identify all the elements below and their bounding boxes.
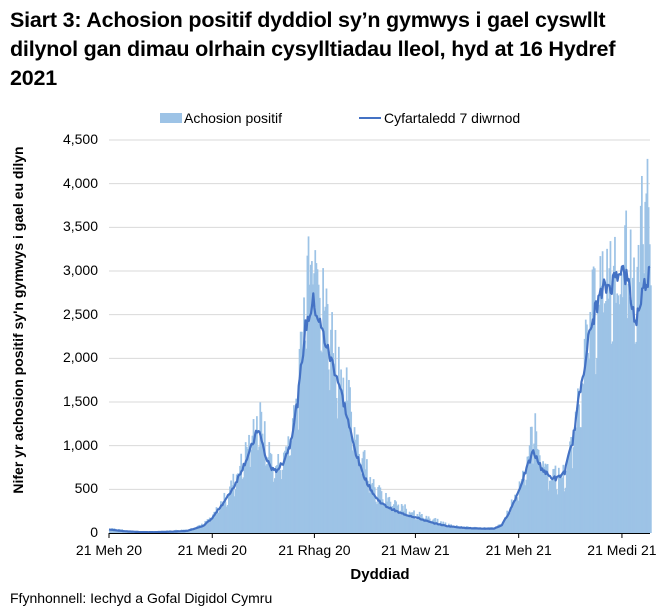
legend-line-label: Cyfartaledd 7 diwrnod [384, 110, 521, 126]
y-tick-label: 4,000 [62, 174, 98, 191]
legend-bars-label: Achosion positif [184, 110, 283, 126]
y-tick-label: 2,500 [62, 305, 98, 322]
y-tick-label: 1,000 [62, 436, 98, 453]
line-swatch-icon [359, 117, 381, 119]
y-tick-label: 500 [74, 480, 98, 497]
x-tick-label: 21 Medi 20 [177, 542, 247, 558]
x-tick-label: 21 Meh 20 [75, 542, 143, 558]
y-tick-label: 3,000 [62, 262, 98, 278]
y-tick-label: 0 [90, 524, 98, 540]
legend-item-line: Cyfartaledd 7 diwrnod [359, 110, 520, 126]
y-tick-label: 3,500 [62, 218, 98, 235]
x-tick-label: 21 Rhag 20 [278, 542, 351, 558]
legend: Achosion positif Cyfartaledd 7 diwrnod [0, 110, 667, 130]
bar-swatch-icon [160, 113, 182, 123]
y-tick-label: 2,000 [62, 349, 98, 366]
x-axis-title: Dyddiad [350, 566, 410, 583]
y-tick-label: 1,500 [62, 393, 98, 409]
x-tick-label: 21 Maw 21 [381, 542, 450, 558]
legend-item-bars: Achosion positif [160, 110, 282, 126]
y-tick-label: 4,500 [62, 131, 98, 147]
source-note: Ffynhonnell: Iechyd a Gofal Digidol Cymr… [10, 590, 273, 606]
x-tick-label: 21 Meh 21 [485, 542, 552, 558]
x-tick-label: 21 Medi 21 [587, 542, 657, 558]
chart-title: Siart 3: Achosion positif dyddiol sy’n g… [10, 8, 616, 90]
